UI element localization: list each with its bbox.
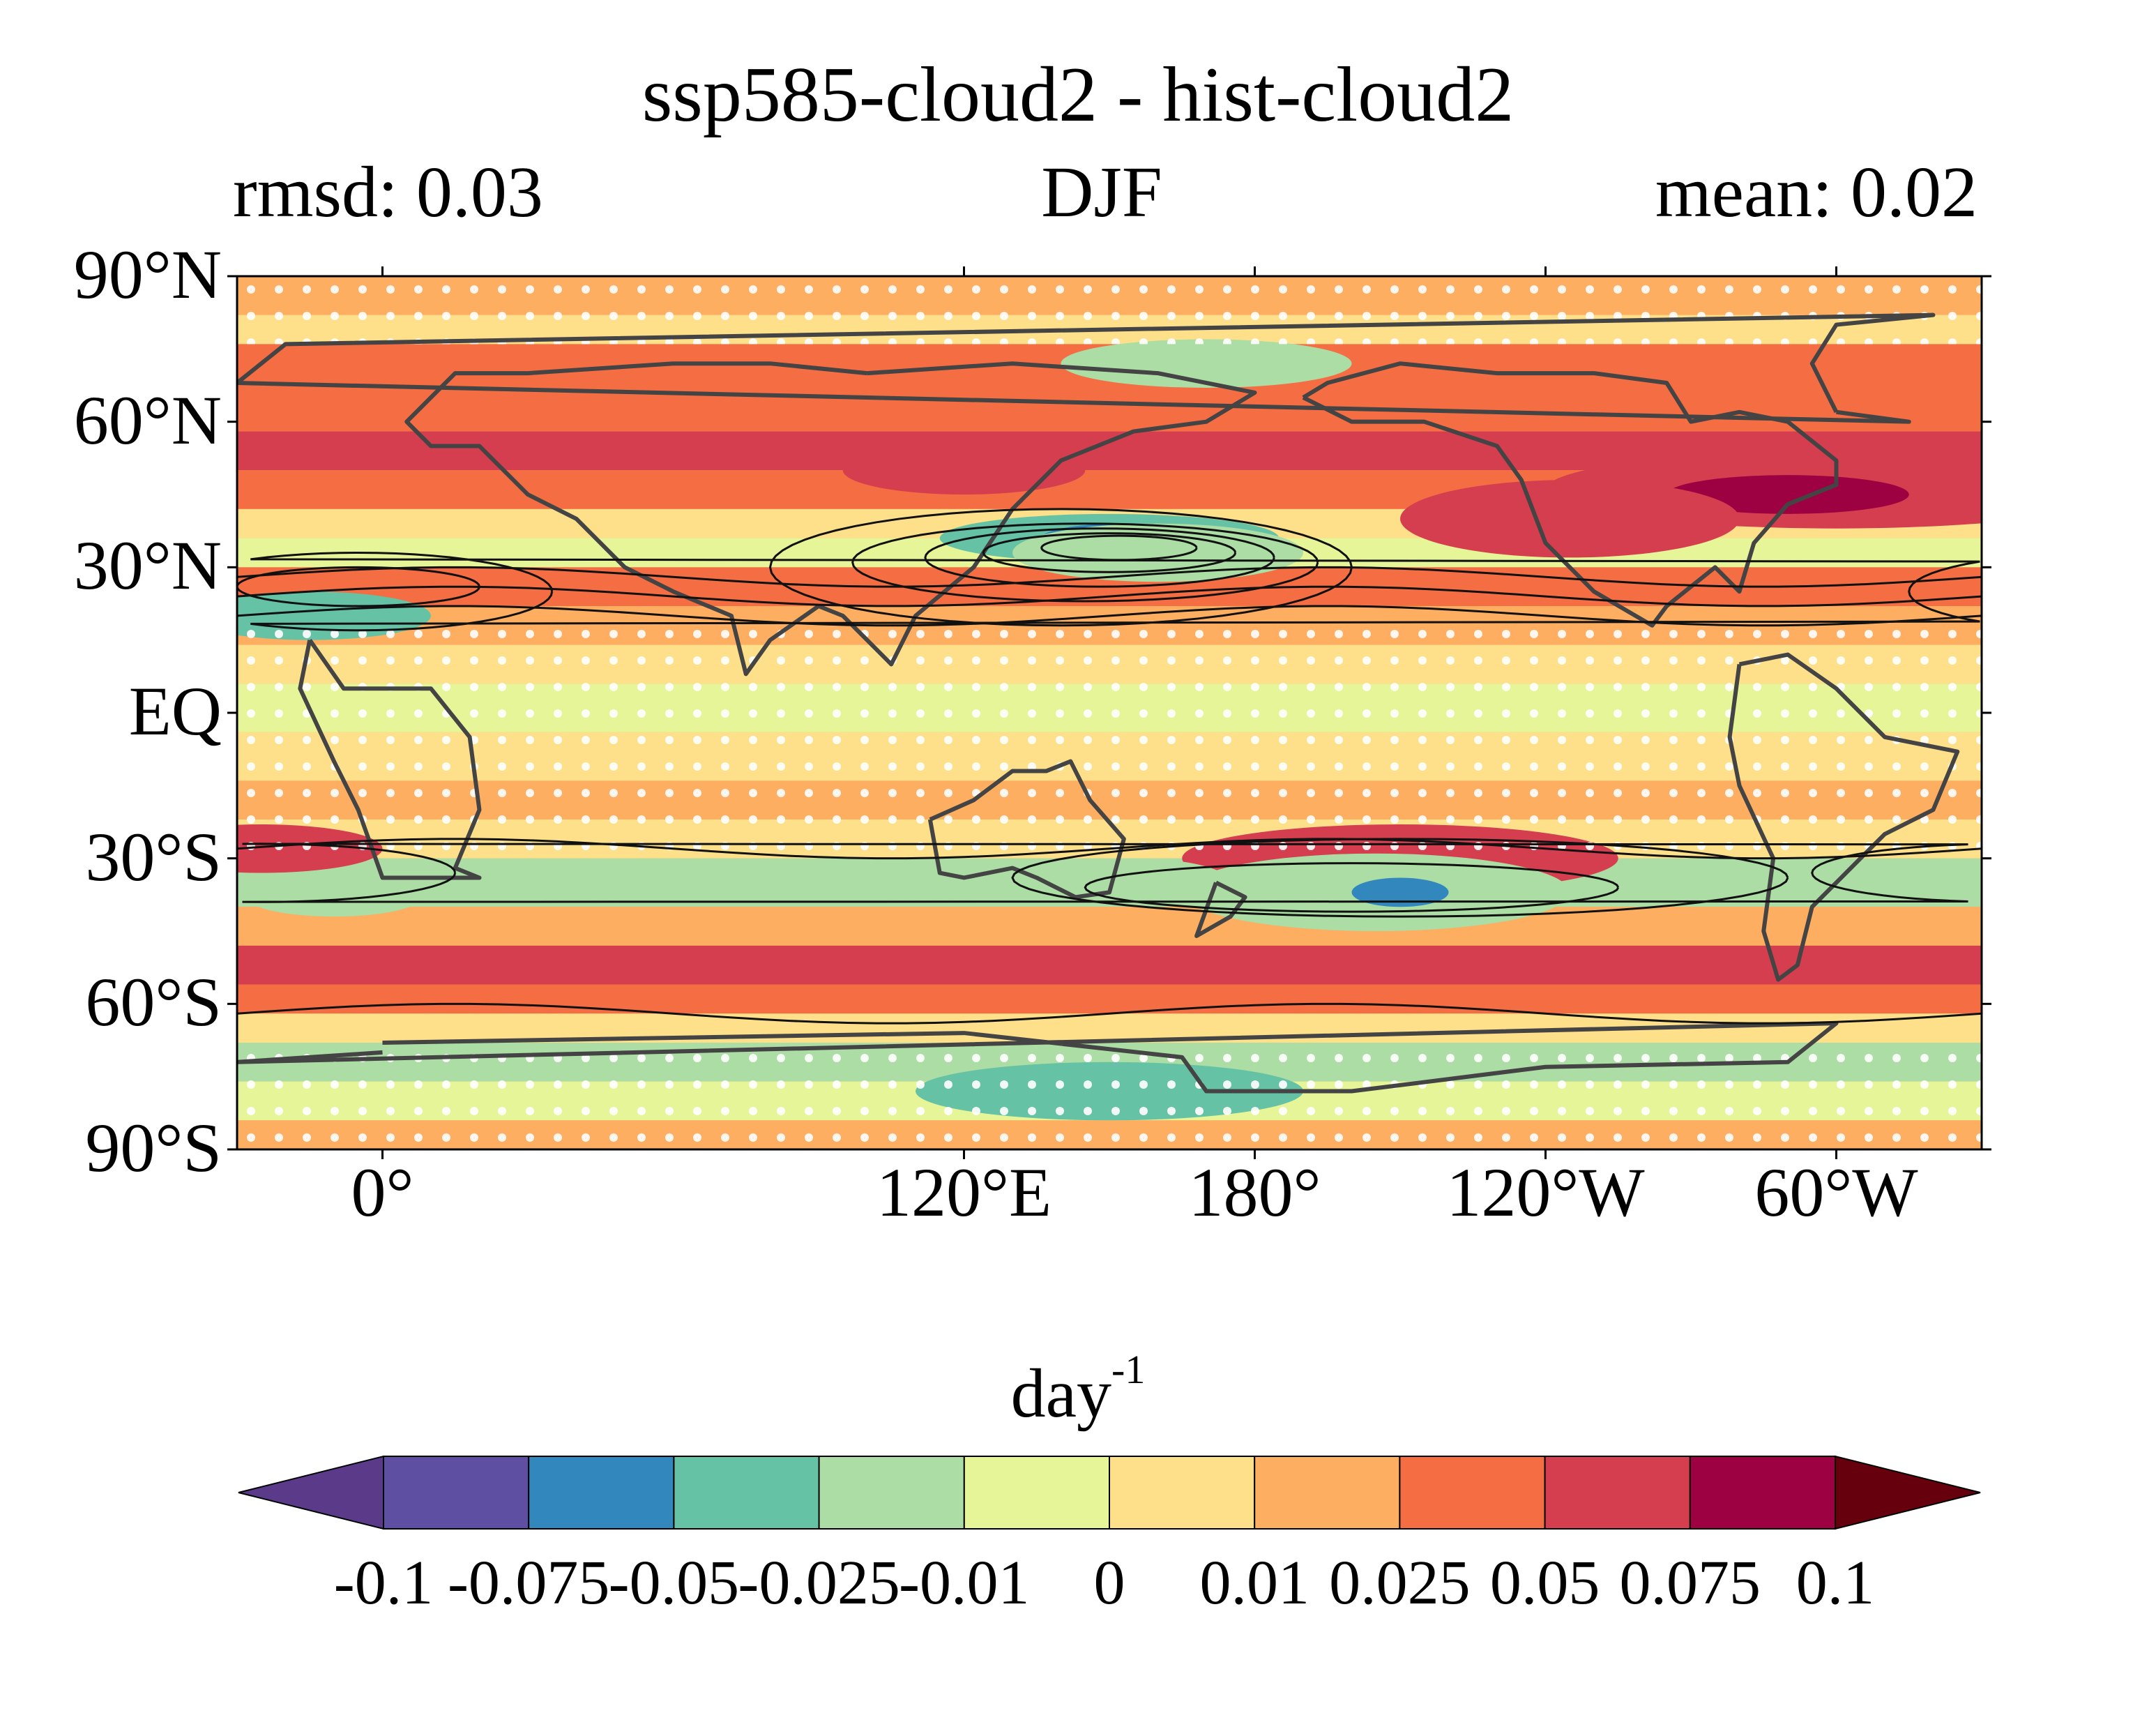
contour-line — [237, 585, 1982, 607]
coastline — [237, 1021, 1839, 1094]
contour-line — [982, 532, 1237, 573]
coastline — [1727, 652, 1960, 982]
colorbar-segment — [1689, 1456, 1837, 1530]
colorbar-tick-label: -0.01 — [899, 1548, 1030, 1617]
coastline — [237, 312, 1936, 424]
field-band — [237, 392, 1982, 432]
colorbar-segment — [383, 1456, 530, 1530]
field-band — [237, 907, 1982, 946]
lon-tick-label: 180° — [1188, 1154, 1321, 1231]
contour-line — [1040, 534, 1198, 561]
contour-lines — [237, 508, 1982, 1025]
lat-tick-label: 90°N — [73, 236, 222, 313]
rmsd-label: rmsd: 0.03 — [233, 152, 543, 232]
lat-tick-label: 30°S — [85, 817, 222, 896]
coastline — [1302, 361, 1839, 628]
field-anomaly-patch — [1036, 858, 1231, 907]
contour-line — [237, 1002, 1982, 1025]
colorbar-segment — [818, 1456, 965, 1530]
stipple-band — [237, 1042, 1982, 1149]
coastlines — [237, 312, 1960, 1094]
colorbar-segment — [963, 1456, 1111, 1530]
colorbar-tick-label: 0.075 — [1619, 1548, 1761, 1617]
contour-line — [237, 566, 1982, 588]
contour-line — [242, 843, 1968, 903]
lat-tick-label: 90°S — [85, 1109, 222, 1186]
significance-stippling — [237, 276, 1982, 1149]
colorbar-segment — [1109, 1456, 1256, 1530]
colorbar-over-arrow — [1835, 1455, 1981, 1530]
season-label: DJF — [1041, 152, 1162, 232]
field-band — [237, 945, 1982, 985]
contour-line — [237, 838, 1982, 860]
lat-tick-label: EQ — [128, 672, 222, 750]
lon-tick-label: 0° — [351, 1154, 414, 1231]
contour-line — [768, 508, 1353, 627]
lon-tick-label: 120°W — [1446, 1154, 1645, 1231]
coastline — [1194, 880, 1247, 938]
colorbar-tick-label: 0 — [1093, 1548, 1125, 1617]
colorbar-segment — [1544, 1456, 1691, 1530]
field-anomaly-patch — [1667, 475, 1909, 514]
contour-line — [924, 527, 1275, 588]
colorbar-units: day-1 — [0, 1350, 2156, 1428]
mean-label: mean: 0.02 — [1655, 152, 1977, 232]
map-field — [237, 276, 1982, 1149]
units-exponent: -1 — [1111, 1347, 1146, 1392]
coastline — [298, 638, 482, 880]
stipple-band — [237, 615, 1982, 859]
lon-tick-label: 120°E — [876, 1154, 1052, 1231]
field-anomaly-patch — [1061, 339, 1352, 388]
colorbar-tick-label: 0.05 — [1489, 1548, 1600, 1617]
colorbar-tick-label: -0.05 — [608, 1548, 740, 1617]
contour-line — [851, 522, 1319, 603]
lat-tick-label: 30°N — [73, 527, 222, 605]
map-title: ssp585-cloud2 - hist-cloud2 — [642, 52, 1514, 138]
contour-line — [237, 605, 1982, 627]
colorbar-tick-label: -0.075 — [447, 1548, 610, 1617]
field-anomaly-patch — [1351, 877, 1449, 907]
field-anomaly-patch — [246, 877, 422, 917]
colorbar — [238, 1455, 1981, 1530]
field-band — [237, 984, 1982, 1014]
colorbar-tick-label: -0.1 — [333, 1548, 434, 1617]
lon-tick-label: 60°W — [1754, 1154, 1918, 1231]
coastline — [927, 759, 1126, 900]
colorbar-segment — [673, 1456, 820, 1530]
colorbar-segment — [1399, 1456, 1546, 1530]
colorbar-segment — [528, 1456, 675, 1530]
field-anomaly-patch — [842, 446, 1086, 494]
colorbar-segment — [1254, 1456, 1401, 1530]
colorbar-tick-label: 0.1 — [1796, 1548, 1875, 1617]
contour-line — [1084, 862, 1620, 913]
lat-tick-label: 60°N — [73, 381, 222, 459]
lat-tick-label: 60°S — [85, 963, 222, 1041]
units-base: day — [1010, 1354, 1112, 1432]
colorbar-tick-label: -0.025 — [738, 1548, 900, 1617]
colorbar-under-arrow — [238, 1455, 384, 1530]
colorbar-tick-label: 0.01 — [1199, 1548, 1309, 1617]
field-anomaly-patch — [1400, 480, 1740, 558]
coastline — [404, 361, 1257, 677]
contour-line — [237, 566, 480, 607]
colorbar-tick-label: 0.025 — [1329, 1548, 1471, 1617]
contour-line — [250, 551, 1980, 632]
stipple-band — [237, 276, 1982, 345]
axis-ticks — [227, 266, 1991, 1159]
